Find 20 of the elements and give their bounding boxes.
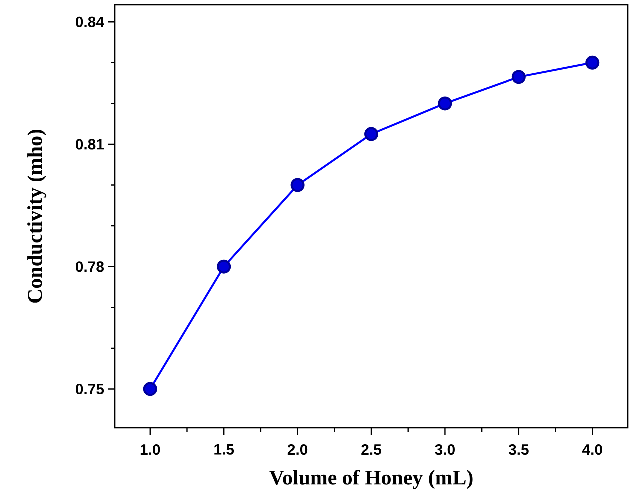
y-tick-label: 0.78 [76,262,104,272]
point [512,70,526,84]
y-tick-label: 0.75 [76,384,104,395]
x-tick-label: 2.0 [288,444,308,456]
point [586,56,600,70]
x-tick-label: 3.5 [508,444,529,456]
y-tick-label: 0.81 [76,139,104,150]
y-axis-title: Conductivity (mho) [28,130,47,303]
point [290,178,305,192]
x-tick-label: 1.5 [214,444,234,455]
x-tick-label: 3.0 [435,444,455,456]
x-tick-label: 4.0 [582,444,602,456]
x-axis-title: Volume of Honey (mL) [270,470,473,490]
point [364,127,379,142]
point [217,260,232,274]
x-tick-label: 2.5 [362,444,382,456]
x-tick-label: 1.0 [140,444,160,456]
y-tick-label: 0.84 [76,16,104,28]
point [143,382,158,396]
point [438,96,452,111]
